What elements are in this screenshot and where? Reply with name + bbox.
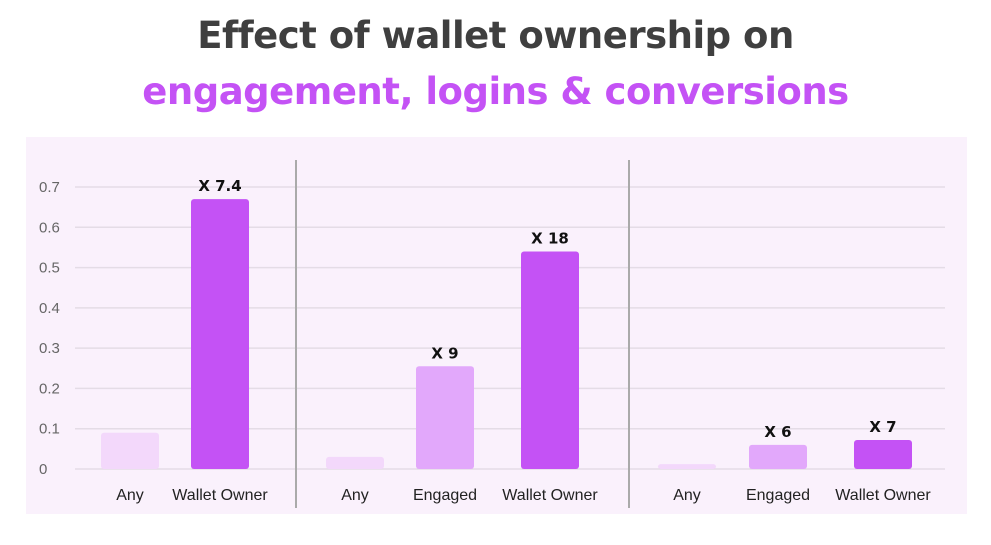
x-tick-label: Any: [341, 487, 369, 504]
group-dividers: [295, 160, 630, 508]
y-tick-label: 0: [39, 461, 47, 478]
data-label: X 7: [869, 418, 896, 436]
x-tick-label: Any: [116, 487, 144, 504]
bar-any: [658, 464, 716, 469]
x-tick-label: Any: [673, 487, 701, 504]
data-label: X 7.4: [198, 177, 241, 195]
chart-title: Effect of wallet ownership on: [197, 14, 794, 57]
bar-any: [101, 432, 159, 469]
y-tick-label: 0.4: [39, 300, 60, 317]
data-label: X 18: [531, 229, 569, 247]
y-axis-ticks: 0 0.1 0.2 0.3 0.4 0.5 0.6 0.7: [39, 179, 60, 478]
x-tick-label: Engaged: [413, 487, 477, 504]
y-tick-label: 0.5: [39, 260, 60, 277]
x-tick-label: Wallet Owner: [502, 487, 598, 504]
bar-wallet-owner: [854, 439, 912, 469]
y-tick-label: 0.6: [39, 219, 60, 236]
x-tick-label: Wallet Owner: [172, 487, 268, 504]
y-tick-label: 0.2: [39, 380, 60, 397]
chart-panel: [26, 137, 967, 514]
data-label: X 9: [431, 344, 458, 362]
chart-subtitle: engagement, logins & conversions: [142, 70, 849, 113]
bar-engaged: [416, 366, 474, 469]
bar-wallet-owner: [521, 251, 579, 469]
data-labels: X 7.4 X 9 X 18 X 6 X 7: [198, 177, 896, 441]
y-tick-label: 0.7: [39, 179, 60, 196]
y-tick-label: 0.3: [39, 340, 60, 357]
x-tick-label: Engaged: [746, 487, 810, 504]
bars: [101, 199, 912, 470]
x-tick-label: Wallet Owner: [835, 487, 931, 504]
data-label: X 6: [764, 423, 791, 441]
bar-engaged: [749, 444, 807, 469]
y-tick-label: 0.1: [39, 421, 60, 438]
x-axis-labels: Any Wallet Owner Any Engaged Wallet Owner Any…: [116, 487, 931, 504]
bar-wallet-owner: [191, 199, 249, 470]
bar-any: [326, 456, 384, 469]
